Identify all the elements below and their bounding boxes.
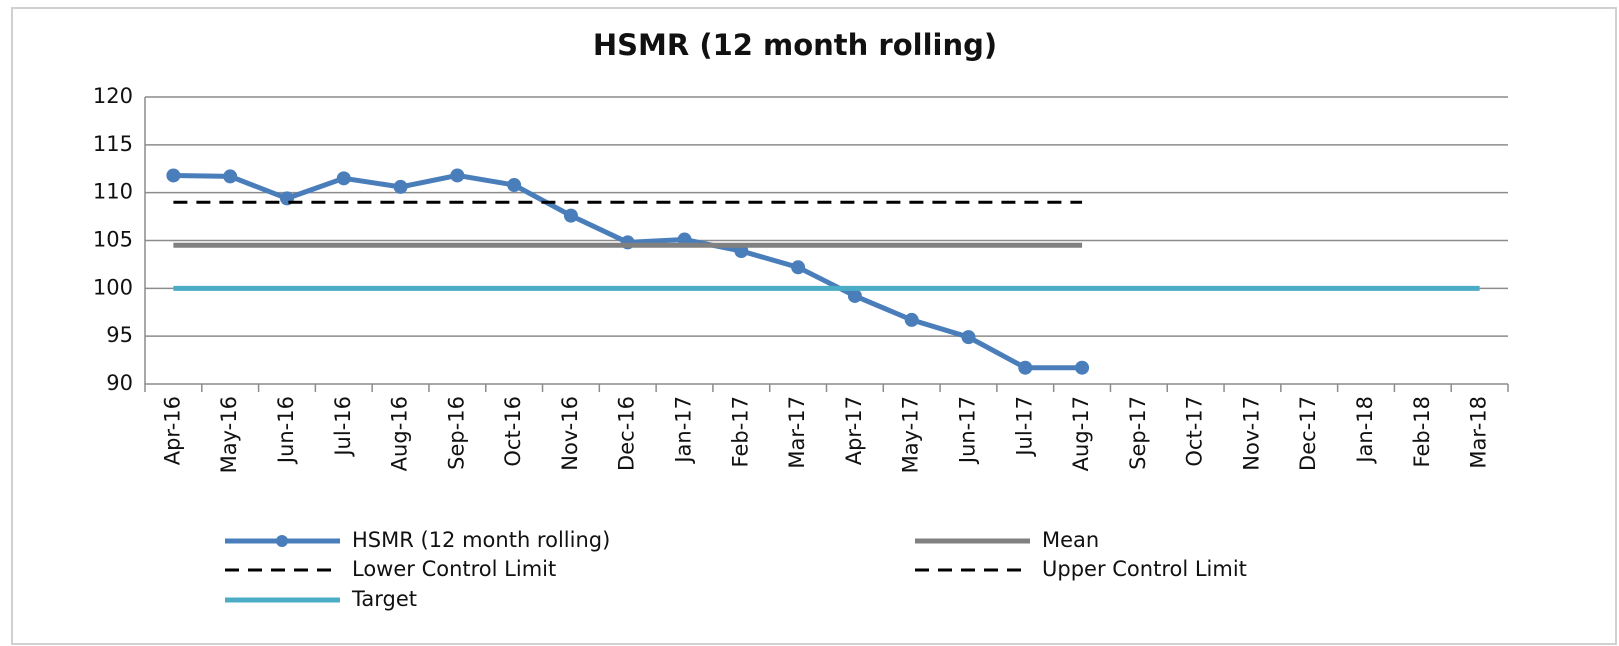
data-point xyxy=(336,171,351,186)
data-point xyxy=(563,208,578,223)
x-tick-label: Apr-17 xyxy=(842,396,866,465)
data-point xyxy=(847,288,862,303)
x-tick-label: Mar-17 xyxy=(785,396,809,469)
y-tick-label: 100 xyxy=(93,275,133,299)
data-point xyxy=(166,168,181,183)
legend-label: Mean xyxy=(1042,528,1099,552)
y-tick-label: 105 xyxy=(93,228,133,252)
x-tick-label: Oct-16 xyxy=(501,396,525,467)
x-tick-label: Feb-18 xyxy=(1410,396,1434,467)
x-tick-label: Jul-17 xyxy=(1012,396,1036,458)
data-point xyxy=(393,179,408,194)
x-tick-label: Apr-16 xyxy=(160,396,184,465)
legend-marker xyxy=(276,535,288,547)
x-tick-label: Nov-17 xyxy=(1239,396,1263,471)
x-tick-label: May-17 xyxy=(899,396,923,473)
data-point xyxy=(1018,360,1033,375)
legend-label: Lower Control Limit xyxy=(352,557,556,581)
data-point xyxy=(904,312,919,327)
chart-title: HSMR (12 month rolling) xyxy=(593,28,997,62)
chart-frame xyxy=(11,7,1617,645)
x-tick-label: Aug-17 xyxy=(1069,396,1093,471)
x-tick-label: Mar-18 xyxy=(1467,396,1491,469)
x-tick-label: Jan-17 xyxy=(672,396,696,465)
data-point xyxy=(450,168,465,183)
data-point xyxy=(791,260,806,275)
y-tick-label: 110 xyxy=(93,180,133,204)
x-tick-label: Sep-16 xyxy=(444,396,468,470)
x-tick-label: Jun-17 xyxy=(955,396,979,465)
x-tick-label: May-16 xyxy=(217,396,241,473)
x-tick-label: Sep-17 xyxy=(1126,396,1150,470)
legend-label: HSMR (12 month rolling) xyxy=(352,528,610,552)
x-tick-label: Nov-16 xyxy=(558,396,582,471)
x-tick-label: Feb-17 xyxy=(728,396,752,467)
x-tick-label: Jun-16 xyxy=(274,396,298,465)
data-point xyxy=(507,178,522,193)
legend-label: Upper Control Limit xyxy=(1042,557,1247,581)
y-tick-label: 95 xyxy=(106,323,133,347)
data-point xyxy=(1075,360,1090,375)
x-tick-label: Aug-16 xyxy=(388,396,412,471)
y-tick-label: 120 xyxy=(93,84,133,108)
x-tick-label: Dec-16 xyxy=(615,396,639,471)
legend-label: Target xyxy=(351,587,417,611)
data-point xyxy=(961,330,976,345)
y-tick-label: 115 xyxy=(93,132,133,156)
y-tick-label: 90 xyxy=(106,371,133,395)
x-tick-label: Jan-18 xyxy=(1353,396,1377,465)
x-tick-label: Dec-17 xyxy=(1296,396,1320,471)
data-point xyxy=(223,169,238,184)
x-tick-label: Jul-16 xyxy=(331,396,355,458)
x-tick-label: Oct-17 xyxy=(1183,396,1207,467)
